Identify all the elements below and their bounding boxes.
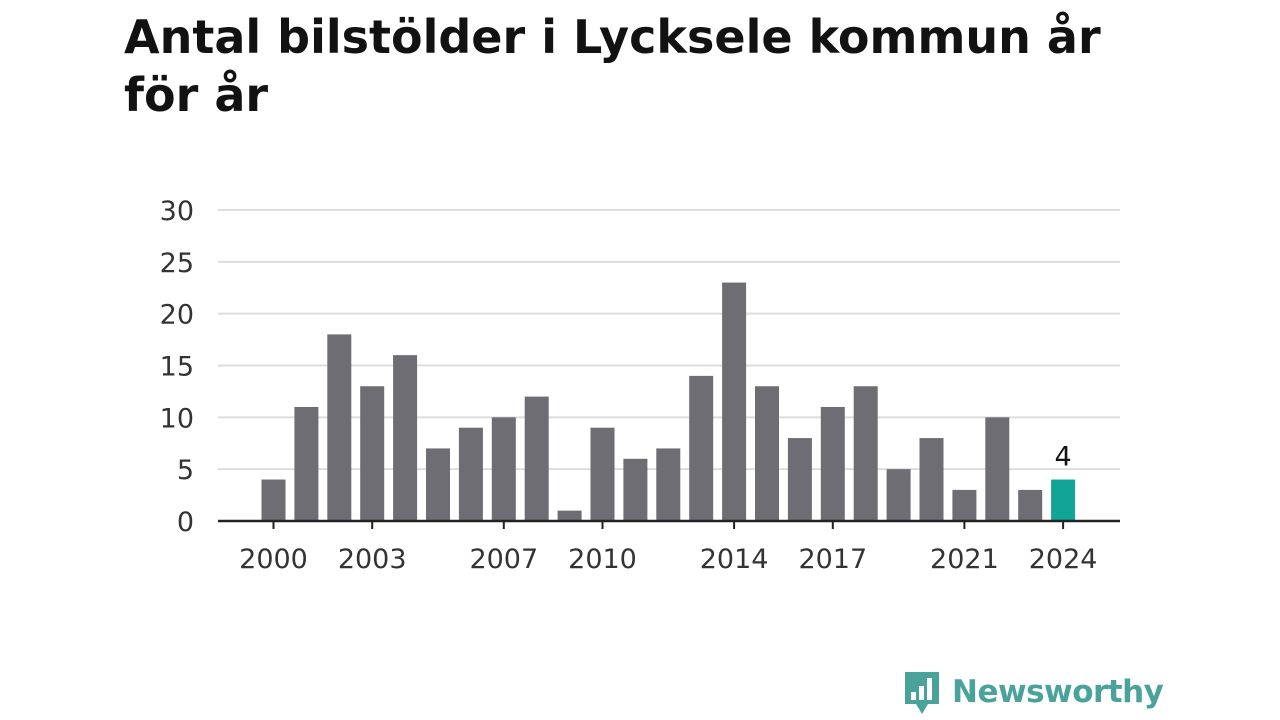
x-tick-label: 2003 — [338, 544, 407, 575]
x-tick-label: 2017 — [798, 544, 867, 575]
chart-title: Antal bilstölder i Lycksele kommun år fö… — [124, 10, 1101, 122]
bar-2003 — [360, 386, 385, 521]
bar-chart-speech-bubble-icon — [905, 672, 939, 714]
bar-2017 — [820, 406, 845, 521]
bar-2008 — [524, 396, 549, 521]
y-tick-label: 5 — [177, 455, 194, 486]
bar-2014 — [722, 282, 747, 521]
y-tick-label: 10 — [160, 403, 194, 434]
bar-2019 — [886, 469, 911, 521]
bar-2010 — [590, 427, 615, 521]
logo-text: Newsworthy — [952, 674, 1164, 710]
bar-2000 — [261, 479, 286, 521]
bar-2021 — [952, 489, 977, 521]
bar-2018 — [853, 386, 878, 521]
bar-2007 — [491, 417, 516, 521]
x-tick-label: 2024 — [1029, 544, 1098, 575]
x-tick-label: 2010 — [568, 544, 637, 575]
bar-2022 — [985, 417, 1010, 521]
bar-2024 — [1051, 479, 1076, 521]
bar-2011 — [623, 458, 648, 521]
y-tick-label: 0 — [177, 507, 194, 538]
bar-2006 — [458, 427, 483, 521]
bar-2020 — [919, 438, 944, 521]
y-tick-label: 25 — [160, 248, 194, 279]
bar-2015 — [755, 386, 779, 521]
bar-2001 — [294, 406, 319, 521]
bar-2013 — [689, 375, 714, 521]
y-tick-label: 20 — [160, 300, 194, 331]
x-tick-label: 2000 — [239, 544, 308, 575]
bar-2023 — [1018, 489, 1043, 521]
y-tick-label: 30 — [160, 196, 194, 227]
y-tick-label: 15 — [160, 352, 194, 383]
data-label: 4 — [1055, 442, 1072, 473]
bar-2016 — [787, 438, 812, 521]
bar-2005 — [426, 448, 450, 521]
x-tick-label: 2021 — [930, 544, 999, 575]
bar-2012 — [656, 448, 681, 521]
x-tick-label: 2014 — [700, 544, 769, 575]
bar-2002 — [327, 334, 352, 521]
newsworthy-logo[interactable]: Newsworthy — [902, 668, 1164, 716]
x-tick-label: 2007 — [469, 544, 538, 575]
bar-2009 — [557, 510, 582, 521]
bar-2004 — [393, 355, 418, 521]
